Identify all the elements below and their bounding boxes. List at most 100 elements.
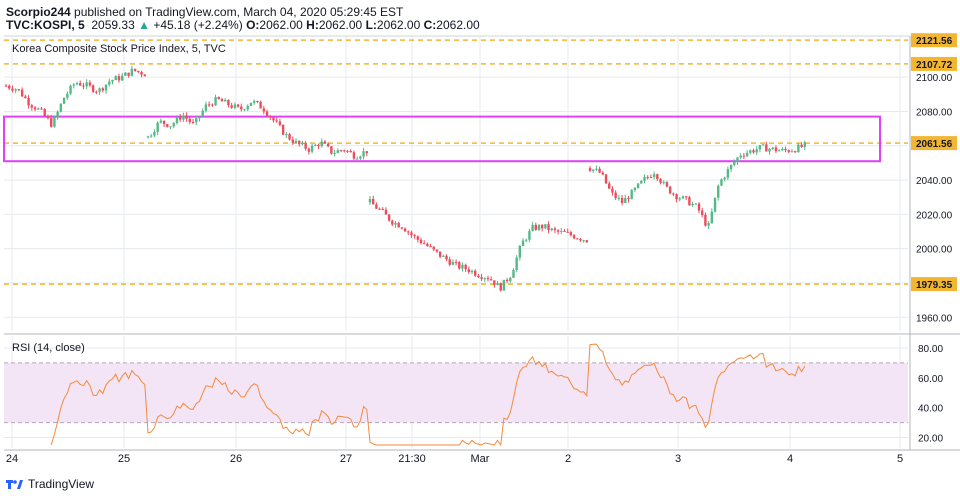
candle-body [30, 105, 34, 108]
symbol-name: TVC:KOSPI, 5 [6, 18, 85, 32]
candle-body [246, 105, 249, 110]
candle-body [451, 262, 455, 265]
candle-body [150, 135, 153, 137]
candle-body [509, 277, 512, 282]
candle-body [624, 198, 627, 203]
open-value: 2062.00 [259, 18, 303, 32]
candle-body [537, 225, 541, 230]
candle-body [419, 239, 423, 244]
candle-body [454, 262, 458, 264]
candle-body [656, 174, 659, 180]
candle-body [781, 148, 784, 151]
candle-body [739, 155, 742, 158]
candle-body [614, 192, 617, 199]
candle-body [608, 183, 611, 189]
candle-body [159, 120, 163, 123]
candle-body [790, 151, 794, 153]
rsi-axis-label: 40.00 [918, 404, 943, 415]
candle-body [758, 145, 762, 150]
candle-body [528, 230, 531, 240]
candle-body [14, 89, 17, 91]
candle-body [49, 118, 53, 127]
tradingview-brand[interactable]: TradingView [6, 477, 94, 491]
candle-body [461, 264, 464, 269]
candle-body [713, 197, 717, 212]
candle-body [407, 231, 410, 233]
candle-body [75, 83, 79, 85]
candle-body [435, 249, 439, 252]
candle-body [752, 150, 755, 153]
candle-body [384, 209, 388, 215]
candle-body [88, 82, 92, 86]
candle-body [314, 144, 317, 146]
rsi-axis-label: 60.00 [918, 374, 943, 385]
price-axis-label: 1960.00 [916, 313, 953, 324]
candle-body [62, 97, 66, 104]
candle-body [269, 115, 272, 118]
level-price-tag [911, 277, 957, 292]
x-axis-label: 4 [787, 453, 793, 465]
level-price-tag-label: 2061.56 [916, 139, 953, 150]
candle-body [195, 118, 198, 123]
candle-body [359, 156, 362, 159]
candle-body [120, 75, 124, 81]
candle-body [694, 203, 697, 205]
level-price-tag [911, 33, 957, 48]
published-text: published on TradingView.com, March 04, … [70, 5, 404, 19]
candle-body [211, 104, 214, 106]
candle-body [85, 82, 88, 87]
candle-body [365, 151, 368, 154]
candle-body [130, 68, 134, 76]
candle-body [17, 89, 21, 91]
candle-body [69, 85, 72, 94]
candle-body [707, 223, 710, 226]
candle-body [262, 108, 266, 112]
candle-body [745, 152, 749, 156]
candle-body [320, 141, 323, 147]
candle-body [426, 243, 429, 247]
candle-body [214, 97, 217, 106]
candle-body [413, 235, 416, 237]
candle-body [20, 89, 24, 97]
candle-body [569, 232, 573, 236]
price-axis-label: 2080.00 [916, 107, 953, 118]
candle-body [182, 115, 185, 120]
candle-body [394, 222, 397, 225]
candle-body [464, 264, 467, 270]
level-price-tag [911, 136, 957, 151]
candle-body [755, 149, 758, 153]
candle-body [566, 231, 569, 233]
candle-body [349, 150, 352, 153]
x-axis-label: 3 [675, 453, 681, 465]
candle-body [40, 108, 43, 110]
candle-body [432, 246, 435, 250]
rsi-line [50, 343, 806, 447]
candle-body [729, 164, 733, 170]
resistance-zone-box[interactable] [3, 115, 881, 163]
candle-body [787, 150, 790, 152]
author-name[interactable]: Scorpio244 [6, 5, 71, 19]
level-price-tag-label: 1979.35 [916, 280, 953, 291]
candle-body [499, 283, 502, 291]
candle-body [761, 144, 765, 146]
candle-body [8, 85, 11, 89]
candle-body [33, 107, 37, 110]
candle-body [601, 172, 605, 175]
candle-body [162, 120, 166, 125]
candle-body [723, 177, 726, 180]
candle-body [133, 68, 137, 71]
candle-body [774, 147, 778, 152]
candle-body [104, 84, 108, 91]
candle-body [649, 177, 653, 179]
candle-body [672, 193, 675, 195]
x-axis-label: 26 [230, 453, 242, 465]
price-axis-label: 2100.00 [916, 73, 953, 84]
candle-body [233, 104, 237, 108]
candle-body [416, 236, 420, 240]
candle-body [285, 134, 288, 136]
candle-body [82, 85, 85, 87]
x-axis-label: 2 [565, 453, 571, 465]
candle-body [310, 145, 314, 152]
candle-body [307, 148, 311, 152]
